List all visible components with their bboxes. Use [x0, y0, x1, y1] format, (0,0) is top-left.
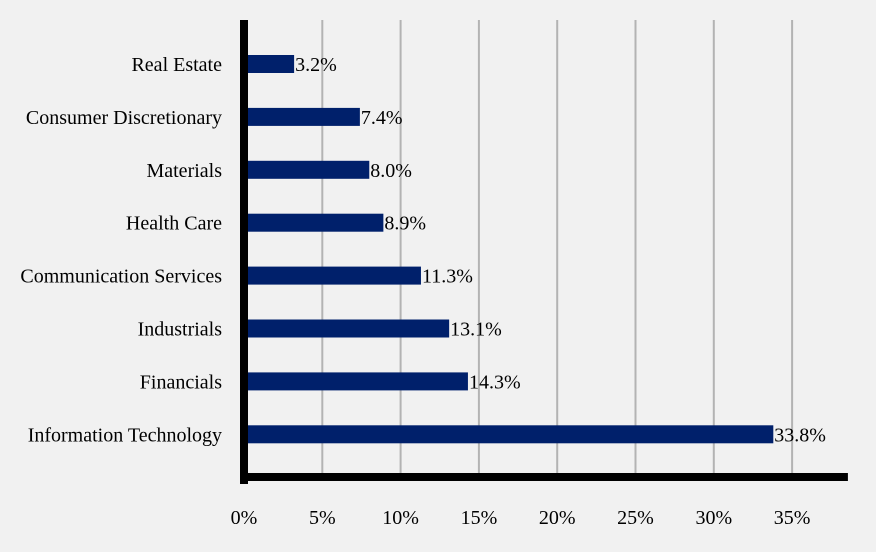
category-labels: Real Estate Consumer Discretionary Materia… [20, 54, 222, 446]
x-tick-label: 35% [774, 507, 811, 529]
x-axis-line [240, 473, 848, 481]
x-tick-label: 0% [231, 507, 258, 529]
bars [244, 55, 774, 444]
category-label: Real Estate [131, 54, 222, 76]
x-tick-labels: 0% 5% 10% 15% 20% 25% 30% 35% [231, 507, 811, 529]
value-label: 8.0% [370, 160, 412, 182]
category-label: Materials [146, 160, 222, 182]
value-label: 11.3% [422, 266, 473, 288]
grid-lines [321, 20, 794, 473]
bar [244, 55, 295, 73]
bar [244, 372, 468, 391]
category-label: Financials [140, 371, 222, 393]
value-labels: 3.2% 7.4% 8.0% 8.9% 11.3% 13.1% 14.3% 33.8% [295, 54, 826, 446]
category-label: Information Technology [28, 424, 222, 446]
category-label: Communication Services [20, 266, 222, 288]
value-label: 3.2% [295, 54, 337, 76]
y-axis-line [240, 20, 248, 484]
axes [240, 20, 848, 484]
bar [244, 213, 384, 232]
x-tick-label: 15% [461, 507, 498, 529]
x-tick-label: 25% [617, 507, 654, 529]
value-label: 33.8% [774, 424, 826, 446]
x-tick-label: 10% [382, 507, 419, 529]
x-tick-label: 5% [309, 507, 336, 529]
value-label: 8.9% [384, 213, 426, 235]
value-label: 14.3% [469, 371, 521, 393]
bar [244, 266, 421, 285]
x-tick-label: 30% [695, 507, 732, 529]
category-label: Health Care [126, 213, 222, 235]
bar [244, 160, 370, 179]
bar [244, 425, 774, 444]
category-label: Consumer Discretionary [26, 107, 222, 129]
value-label: 7.4% [361, 107, 403, 129]
x-tick-label: 20% [539, 507, 576, 529]
bar [244, 107, 360, 126]
bar [244, 319, 450, 338]
value-label: 13.1% [450, 319, 502, 341]
category-label: Industrials [138, 319, 223, 341]
